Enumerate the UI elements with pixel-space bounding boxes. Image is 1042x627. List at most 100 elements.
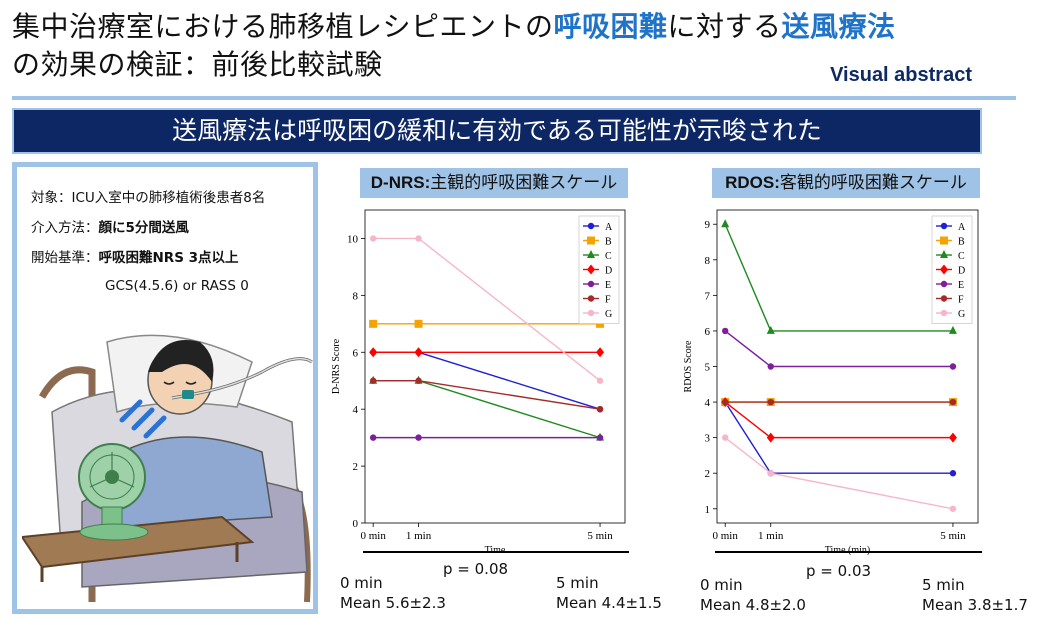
rdos-y-tick-label: 2 [705, 468, 711, 480]
rdos-point-F [949, 398, 957, 406]
rdos-series-line-E [724, 330, 953, 368]
dnrs-legend-marker-C [587, 250, 595, 258]
visual-abstract-label: Visual abstract [830, 64, 972, 86]
dnrs-point-F [415, 377, 422, 384]
rdos-legend-label-C: C [958, 251, 965, 262]
dnrs-legend-marker-A [587, 222, 595, 230]
rdos-x-tick-label: 0 min [713, 530, 739, 542]
dnrs-x-tick-label: 1 min [406, 530, 432, 542]
rdos-y-tick-label: 3 [705, 433, 711, 445]
rdos-point-G [721, 434, 729, 441]
title-line-2: の効果の検証：前後比較試験 [12, 48, 383, 81]
dnrs-y-tick-label: 2 [353, 461, 359, 473]
rdos-point-C [721, 219, 730, 228]
dnrs-point-G [415, 235, 422, 242]
start-criteria-row: 開始基準：呼吸困難NRS 3点以上 [31, 249, 239, 267]
start-value-2: GCS(4.5.6) or RASS 0 [105, 278, 249, 294]
rdos-stat-right-time: 5 min [922, 576, 965, 594]
rdos-y-axis-label: RDOS Score [683, 340, 694, 393]
rdos-title-bold: RDOS: [725, 173, 780, 192]
title-part-1: 集中治療室における肺移植レシピエントの [12, 10, 554, 43]
rdos-legend-marker-D [940, 264, 948, 275]
dnrs-x-tick-label: 5 min [587, 530, 613, 542]
dnrs-y-tick-label: 6 [353, 347, 359, 359]
rdos-x-axis-label: Time (min) [825, 545, 870, 556]
dnrs-x-tick-label: 0 min [360, 530, 386, 542]
dnrs-chart: 0 2 4 6 8 10 0 min 1 min 5 min Time D-NRS Score ABC… [331, 209, 629, 556]
dnrs-series-line-F [373, 380, 601, 410]
rdos-chart-title: RDOS:客観的呼吸困難スケール [712, 168, 980, 198]
rdos-point-A [949, 470, 957, 477]
rdos-legend-label-A: A [958, 222, 966, 233]
rdos-legend-marker-F [940, 295, 948, 302]
dnrs-point-D [369, 347, 378, 358]
dnrs-point-B [369, 319, 378, 328]
target-label: 対象： [31, 190, 72, 206]
rdos-point-C [948, 325, 957, 334]
dnrs-x-axis-label: Time [485, 545, 506, 556]
rdos-y-tick-label: 1 [705, 504, 711, 516]
rdos-point-E [949, 363, 957, 370]
rdos-y-tick-label: 6 [705, 326, 711, 338]
title-part-2: に対する [667, 10, 782, 43]
dnrs-y-tick-label: 10 [347, 233, 359, 245]
rdos-point-D [766, 432, 775, 443]
intervention-value: 顔に5分間送風 [98, 220, 189, 236]
dnrs-stat-right-mean: Mean 4.4±1.5 [556, 594, 662, 612]
rdos-legend-label-G: G [958, 309, 965, 320]
rdos-legend-label-B: B [958, 237, 965, 248]
rdos-y-tick-label: 4 [705, 397, 711, 409]
dnrs-p-value: p = 0.08 [443, 560, 509, 578]
dnrs-stat-right-time: 5 min [556, 574, 599, 592]
dnrs-stat-left-mean: Mean 5.6±2.3 [340, 594, 446, 612]
rdos-legend-marker-B [940, 236, 948, 245]
dnrs-legend-marker-F [587, 295, 595, 302]
page-title: 集中治療室における肺移植レシピエントの呼吸困難に対する送風療法 の効果の検証：前… [12, 8, 1002, 84]
rdos-legend-label-E: E [958, 280, 964, 291]
start-label: 開始基準： [31, 250, 99, 266]
rdos-stat-right-mean: Mean 3.8±1.7 [922, 596, 1028, 614]
dnrs-point-G [596, 377, 604, 384]
dnrs-legend-label-E: E [605, 280, 611, 291]
dnrs-point-E [369, 434, 377, 441]
rdos-y-tick-label: 9 [705, 219, 711, 231]
rdos-point-G [767, 470, 774, 477]
rdos-p-value: p = 0.03 [806, 562, 872, 580]
dnrs-y-axis-label: D-NRS Score [331, 338, 342, 394]
dnrs-title-bold: D-NRS: [370, 173, 431, 192]
dnrs-legend-label-A: A [605, 222, 613, 233]
dnrs-legend-marker-B [587, 236, 595, 245]
dnrs-y-tick-label: 8 [353, 290, 359, 302]
patient-fan-illustration [22, 334, 313, 603]
rdos-point-F [721, 398, 729, 406]
rdos-point-E [721, 327, 729, 335]
rdos-legend-label-D: D [958, 266, 965, 277]
dnrs-point-F [596, 405, 604, 413]
rdos-stat-left-time: 0 min [700, 576, 743, 594]
dnrs-legend-marker-D [587, 264, 595, 275]
rdos-y-tick-label: 8 [705, 255, 711, 267]
title-highlight-dyspnea: 呼吸困難 [553, 10, 668, 43]
rdos-point-F [767, 398, 774, 406]
dnrs-legend-marker-G [587, 309, 595, 317]
dnrs-point-F [369, 377, 377, 384]
dnrs-legend-label-G: G [605, 309, 612, 320]
dnrs-legend-label-D: D [605, 266, 612, 277]
intervention-row: 介入方法：顔に5分間送風 [31, 219, 189, 237]
rdos-series-line-C [724, 223, 953, 332]
dnrs-stat-left-time: 0 min [340, 574, 383, 592]
rdos-y-tick-label: 7 [705, 290, 711, 302]
rdos-point-E [767, 363, 774, 370]
dnrs-plot-frame [364, 209, 626, 524]
rdos-chart: 1 2 3 4 5 6 7 8 9 0 min 1 min 5 min Time (min) RDOS S… [683, 209, 982, 556]
rdos-stat-left-mean: Mean 4.8±2.0 [700, 596, 806, 614]
rdos-legend-marker-G [940, 309, 948, 317]
rdos-legend-marker-C [940, 250, 948, 258]
rdos-point-G [949, 505, 957, 512]
intervention-label: 介入方法： [31, 220, 99, 236]
dnrs-y-tick-label: 0 [353, 518, 359, 530]
dnrs-point-E [415, 434, 422, 441]
dnrs-legend-label-B: B [605, 237, 612, 248]
rdos-legend-marker-A [940, 222, 948, 230]
rdos-title-rest: 客観的呼吸困難スケール [779, 173, 967, 193]
